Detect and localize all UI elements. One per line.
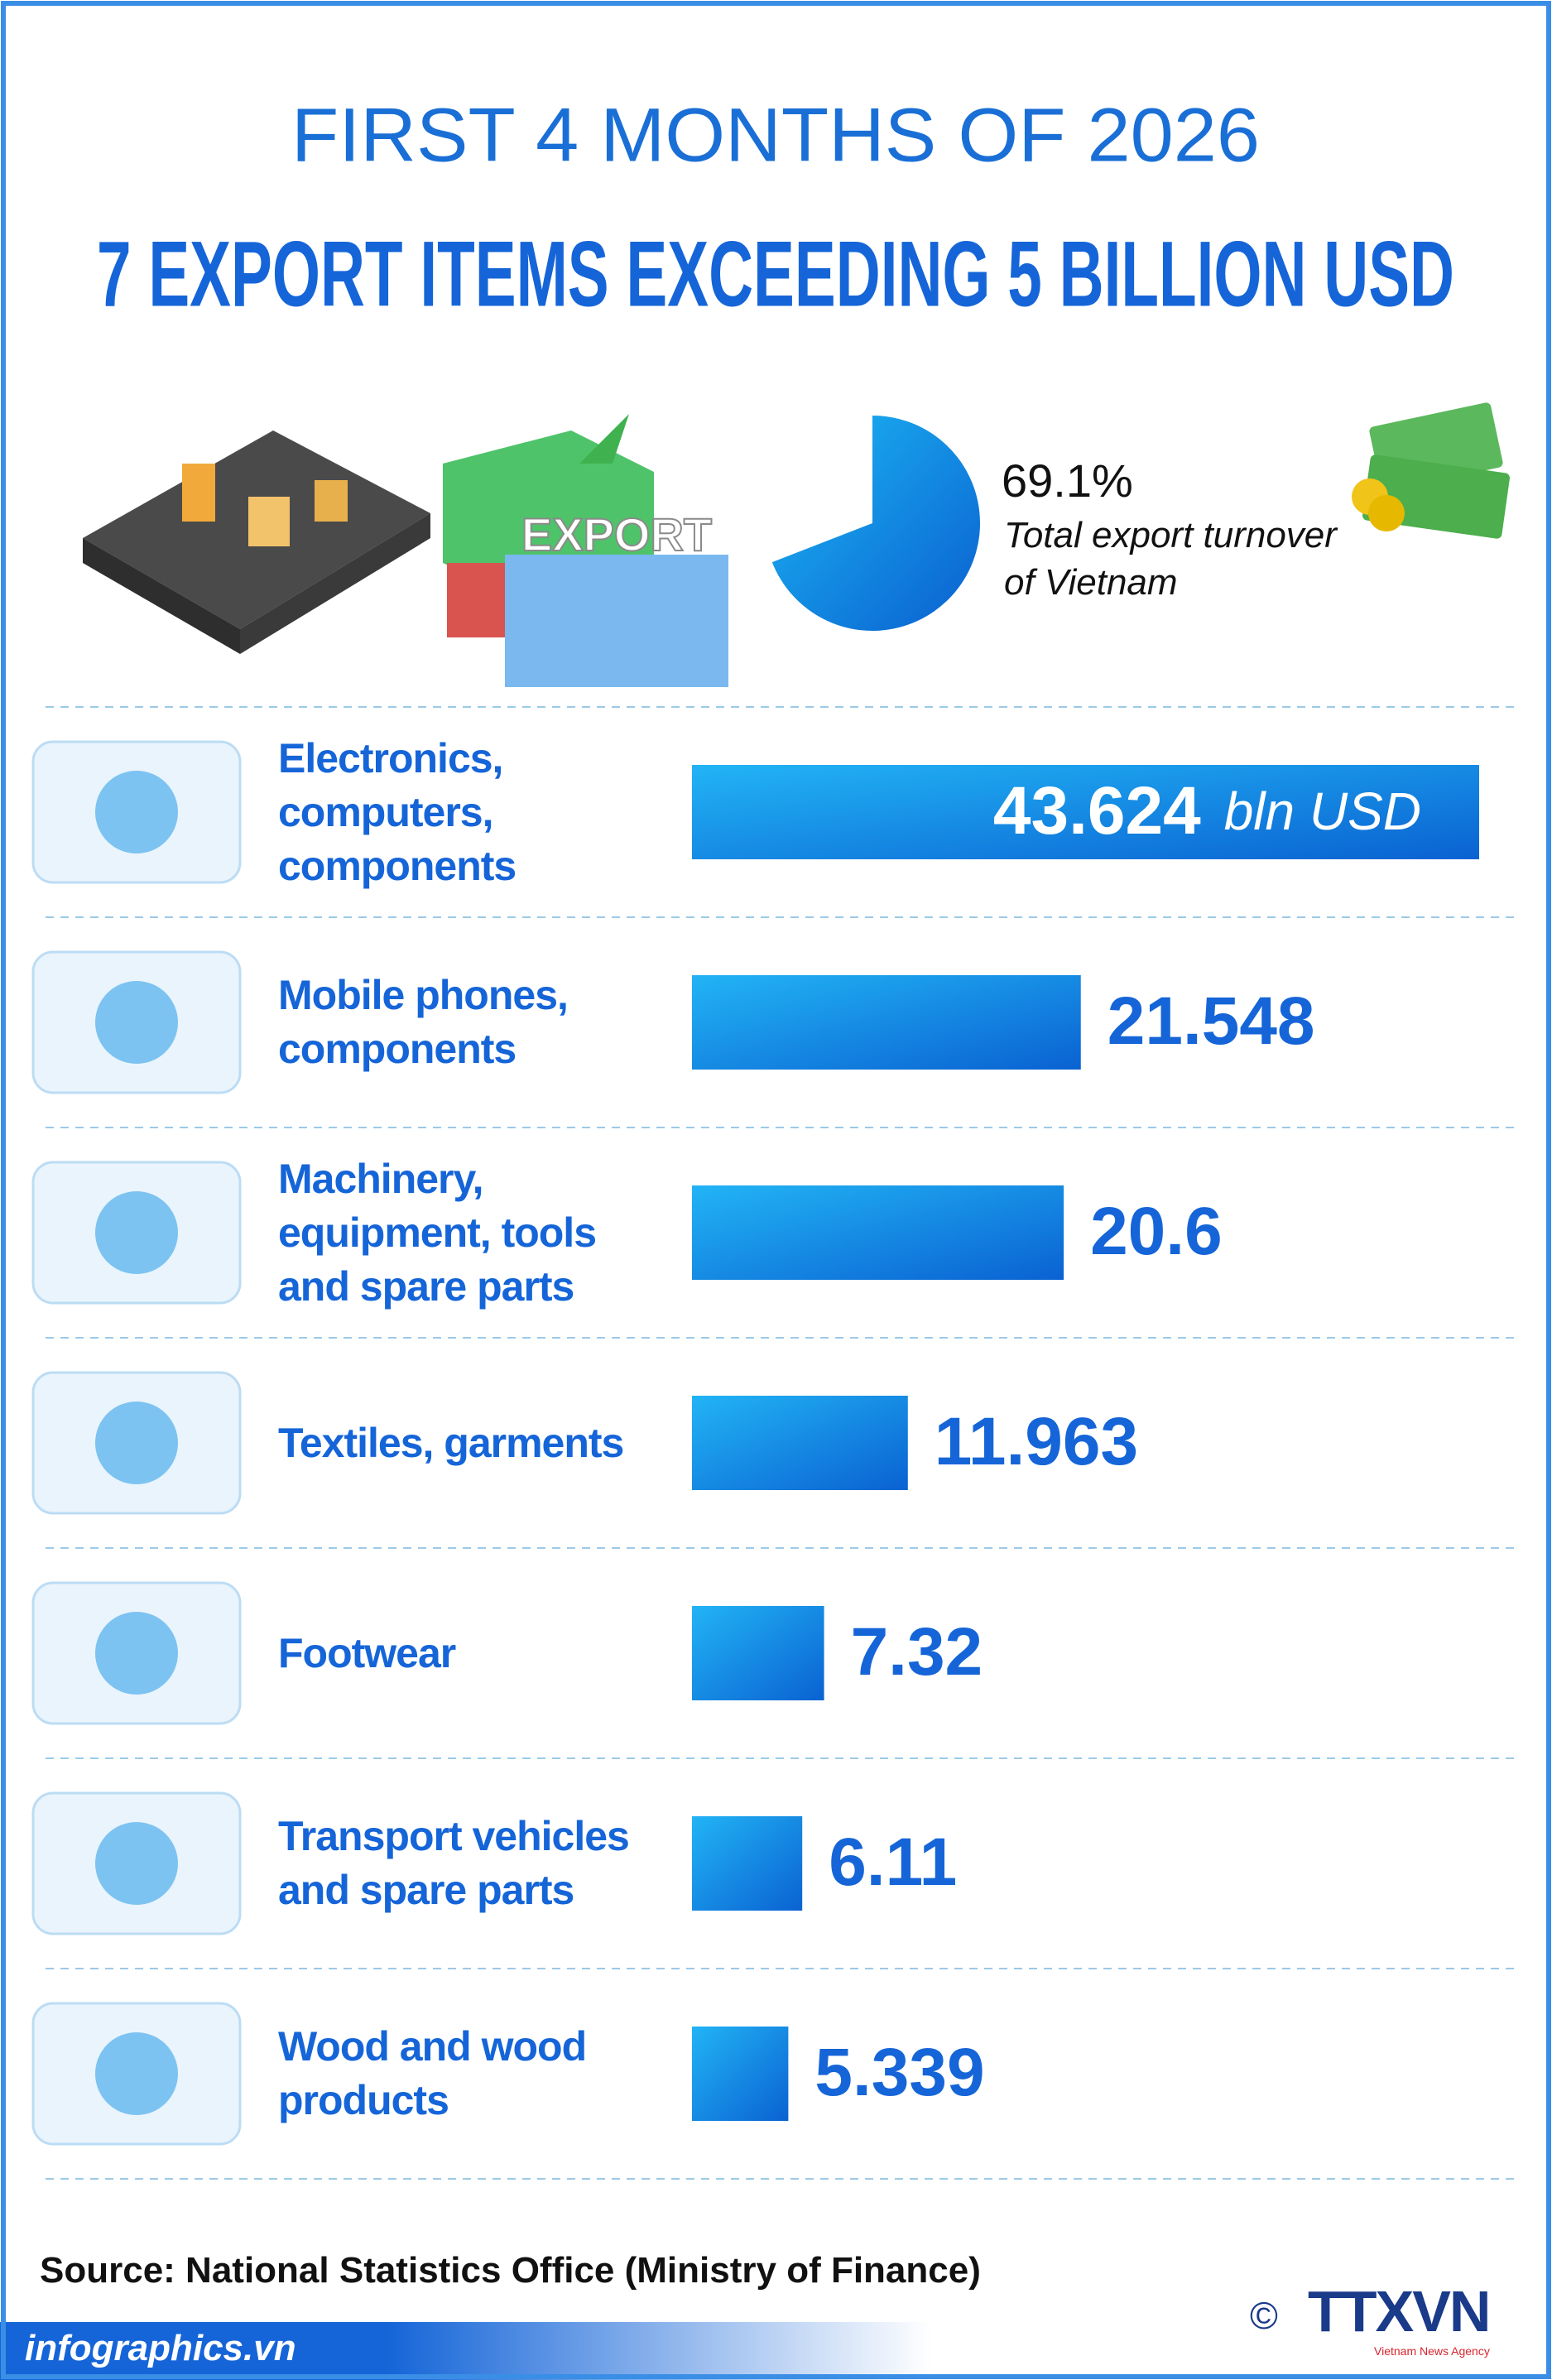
- value-number: 11.963: [935, 1404, 1138, 1479]
- factory-illustration: [83, 430, 430, 654]
- category-label: Electronics, computers, components: [278, 734, 517, 889]
- category-label: Mobile phones, components: [278, 972, 569, 1072]
- item-icon-dot: [95, 1191, 178, 1274]
- logo: TTXVN: [1308, 2279, 1491, 2344]
- money-illustration: [1352, 402, 1510, 539]
- value-number: 43.624: [993, 773, 1201, 849]
- logo-sub: Vietnam News Agency: [1374, 2344, 1490, 2358]
- bar: [692, 1816, 803, 1911]
- item-icons: [31, 740, 242, 2146]
- value-label: 5.339: [814, 2035, 984, 2110]
- value-number: 6.11: [829, 1825, 957, 1900]
- item-icon-dot: [95, 1612, 178, 1695]
- bar: [692, 2027, 789, 2121]
- value-label: 7.32: [851, 1614, 983, 1690]
- item-icon-dot: [95, 771, 178, 853]
- illustration-label: EXPORT: [521, 508, 712, 560]
- value-label: 21.548: [1108, 983, 1315, 1059]
- bar: [692, 1185, 1064, 1280]
- value-label: 20.6: [1090, 1194, 1223, 1269]
- subtitle: 7 EXPORT ITEMS EXCEEDING 5 BILLION USD: [97, 223, 1454, 326]
- value-number: 5.339: [814, 2035, 984, 2110]
- value-unit: bln USD: [1224, 781, 1421, 841]
- item-icon-dot: [95, 2032, 178, 2115]
- copyright: ©: [1250, 2294, 1278, 2337]
- value-number: 20.6: [1090, 1194, 1223, 1269]
- value-label: 43.624 bln USD: [993, 773, 1421, 849]
- item-icon-dot: [95, 1402, 178, 1484]
- item-icon-dot: [95, 981, 178, 1064]
- category-label: Footwear: [278, 1629, 456, 1676]
- bar: [692, 1396, 908, 1490]
- category-label: Wood and wood products: [278, 2023, 587, 2123]
- category-label: Machinery, equipment, tools and spare pa…: [278, 1155, 597, 1310]
- title: FIRST 4 MONTHS OF 2026: [291, 93, 1260, 177]
- source: Source: National Statistics Office (Mini…: [40, 2250, 981, 2291]
- value-number: 7.32: [851, 1614, 983, 1690]
- bar: [692, 975, 1081, 1070]
- item-icon-dot: [95, 1822, 178, 1905]
- footer-site: infographics.vn: [25, 2328, 296, 2368]
- bar: [692, 1606, 824, 1700]
- footer-band: [0, 2322, 1552, 2380]
- export-boxes: EXPORT: [443, 414, 728, 687]
- bar: [692, 765, 1480, 859]
- pie-slice: [771, 416, 980, 631]
- pie-caption: Total export turnover of Vietnam: [1004, 515, 1337, 603]
- pie-value-label: 69.1%: [1002, 454, 1133, 507]
- category-label: Transport vehicles and spare parts: [278, 1813, 630, 1913]
- category-label: Textiles, garments: [278, 1419, 624, 1466]
- value-label: 11.963: [935, 1404, 1138, 1479]
- value-label: 6.11: [829, 1825, 957, 1900]
- value-number: 21.548: [1108, 983, 1315, 1059]
